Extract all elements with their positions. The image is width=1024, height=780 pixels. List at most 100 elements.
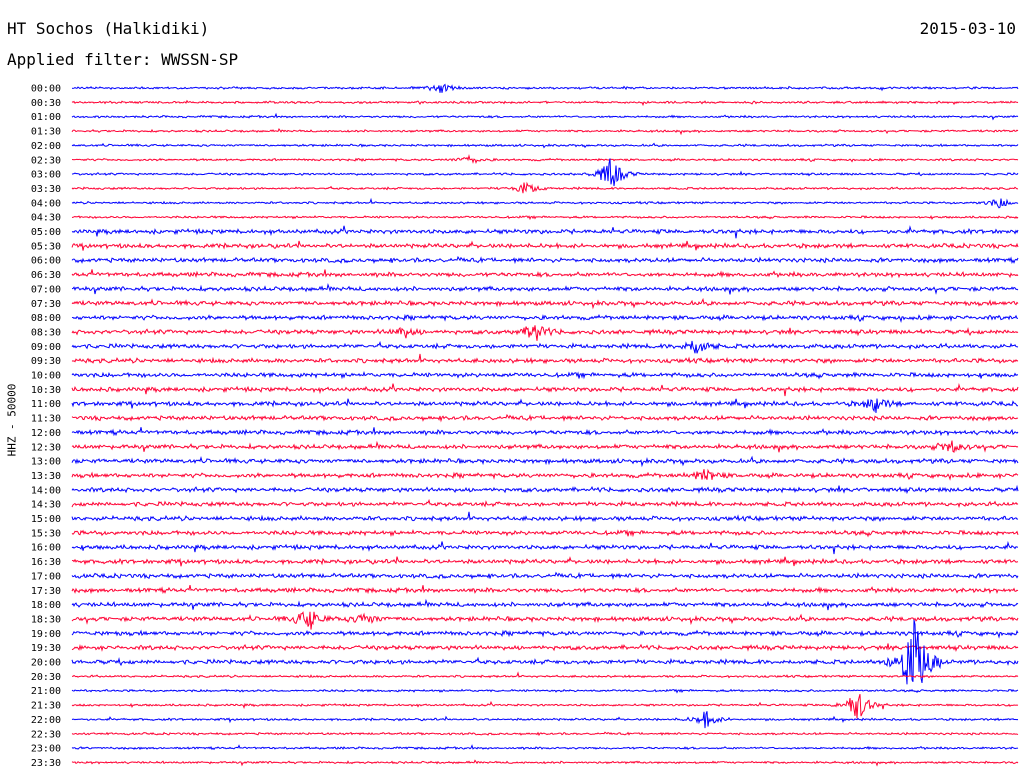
trace-line xyxy=(71,611,1019,630)
trace-line xyxy=(71,484,1019,495)
time-label: 09:00 xyxy=(31,342,61,353)
trace-line xyxy=(71,731,1019,737)
station-title: HT Sochos (Halkidiki) xyxy=(7,19,210,38)
time-label: 03:00 xyxy=(31,170,61,181)
trace-line xyxy=(71,711,1019,729)
time-label: 04:00 xyxy=(31,198,61,209)
trace-line xyxy=(71,540,1018,555)
trace-line xyxy=(71,99,1019,107)
trace-line xyxy=(71,269,1019,279)
trace-line xyxy=(71,353,1019,365)
time-label: 00:30 xyxy=(31,98,61,109)
trace-line xyxy=(71,127,1019,136)
time-label: 15:00 xyxy=(31,514,61,525)
time-label: 22:30 xyxy=(31,729,61,740)
time-label: 07:30 xyxy=(31,299,61,310)
filter-label: Applied filter: WWSSN-SP xyxy=(7,50,239,69)
trace-line xyxy=(71,340,1019,354)
trace-line xyxy=(71,240,1019,251)
time-label: 14:30 xyxy=(31,500,61,511)
time-labels-group: 00:00 00:30 01:00 01:30 02:00 02:30 03:00 03:30… xyxy=(31,84,61,769)
time-label: 07:00 xyxy=(31,284,61,295)
trace-line xyxy=(71,427,1019,437)
time-label: 09:30 xyxy=(31,356,61,367)
trace-line xyxy=(71,83,1019,93)
time-label: 16:00 xyxy=(31,543,61,554)
time-label: 11:00 xyxy=(31,399,61,410)
time-label: 21:30 xyxy=(31,701,61,712)
time-label: 02:30 xyxy=(31,155,61,166)
trace-line xyxy=(71,629,1019,639)
trace-line xyxy=(71,744,1019,751)
time-label: 19:30 xyxy=(31,643,61,654)
time-label: 12:00 xyxy=(31,428,61,439)
trace-line xyxy=(71,556,1019,567)
time-label: 13:30 xyxy=(31,471,61,482)
trace-line xyxy=(71,619,1019,685)
trace-line xyxy=(71,413,1019,423)
trace-line xyxy=(71,371,1019,380)
time-label: 14:00 xyxy=(31,485,61,496)
time-label: 22:00 xyxy=(31,715,61,726)
trace-line xyxy=(71,693,1019,719)
trace-line xyxy=(71,571,1019,580)
trace-line xyxy=(71,398,1018,413)
trace-line xyxy=(71,154,1019,165)
time-label: 17:30 xyxy=(31,586,61,597)
trace-line xyxy=(71,584,1019,595)
trace-line xyxy=(71,158,1019,187)
date-label: 2015-03-10 xyxy=(919,19,1016,38)
trace-line xyxy=(71,112,1019,121)
trace-line xyxy=(71,688,1019,694)
trace-line xyxy=(71,671,1019,679)
trace-line xyxy=(71,313,1019,324)
time-label: 05:00 xyxy=(31,227,61,238)
time-label: 02:00 xyxy=(31,141,61,152)
time-label: 01:30 xyxy=(31,127,61,138)
trace-line xyxy=(71,282,1019,295)
traces-group xyxy=(71,83,1019,767)
trace-line xyxy=(71,255,1019,265)
trace-line xyxy=(71,643,1019,653)
trace-line xyxy=(71,215,1019,221)
time-label: 11:30 xyxy=(31,414,61,425)
trace-line xyxy=(71,197,1019,209)
time-label: 00:00 xyxy=(31,84,61,95)
trace-line xyxy=(71,468,1019,481)
time-label: 04:30 xyxy=(31,213,61,224)
time-label: 20:00 xyxy=(31,658,61,669)
trace-line xyxy=(71,181,1019,194)
trace-line xyxy=(71,297,1019,310)
trace-line xyxy=(71,598,1019,611)
time-label: 13:00 xyxy=(31,457,61,468)
time-label: 18:00 xyxy=(31,600,61,611)
time-label: 10:30 xyxy=(31,385,61,396)
time-label: 08:30 xyxy=(31,327,61,338)
trace-line xyxy=(71,225,1019,239)
time-label: 06:00 xyxy=(31,256,61,267)
time-label: 19:00 xyxy=(31,629,61,640)
trace-line xyxy=(71,759,1019,767)
time-label: 05:30 xyxy=(31,241,61,252)
time-label: 23:00 xyxy=(31,744,61,755)
time-label: 08:00 xyxy=(31,313,61,324)
time-label: 21:00 xyxy=(31,686,61,697)
trace-line xyxy=(71,455,1019,468)
time-label: 03:30 xyxy=(31,184,61,195)
time-label: 20:30 xyxy=(31,672,61,683)
time-label: 01:00 xyxy=(31,112,61,123)
time-label: 16:30 xyxy=(31,557,61,568)
time-label: 12:30 xyxy=(31,442,61,453)
trace-line xyxy=(71,440,1019,453)
time-label: 15:30 xyxy=(31,528,61,539)
time-label: 06:30 xyxy=(31,270,61,281)
trace-line xyxy=(71,142,1019,149)
trace-line xyxy=(71,382,1019,397)
time-label: 10:00 xyxy=(31,371,61,382)
time-label: 18:30 xyxy=(31,614,61,625)
time-label: 17:00 xyxy=(31,571,61,582)
time-label: 23:30 xyxy=(31,758,61,769)
trace-line xyxy=(71,325,1019,341)
trace-line xyxy=(71,498,1019,508)
